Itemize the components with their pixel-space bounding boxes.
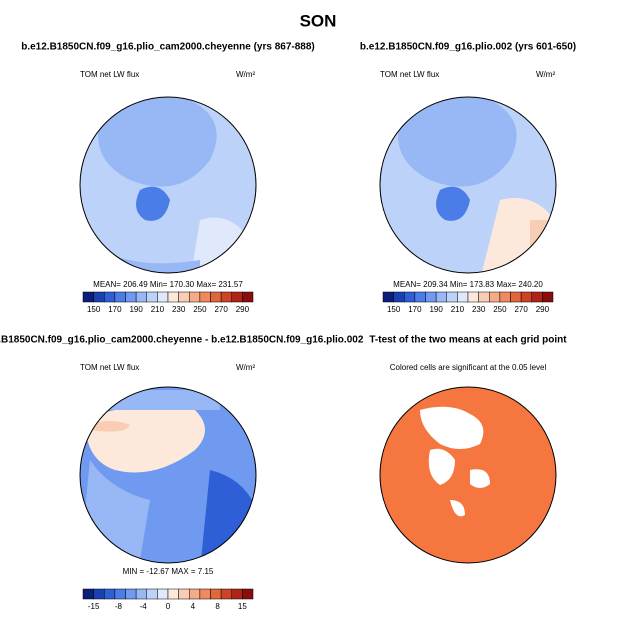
colorbar-cell: [242, 588, 254, 600]
colorbar-cell: [425, 291, 437, 303]
colorbar-tick-label: 170: [108, 305, 122, 314]
colorbar-tick-label: -4: [140, 602, 148, 611]
colorbar-cell: [414, 291, 426, 303]
panel-title: b.e12.B1850CN.f09_g16.plio_cam2000.cheye…: [21, 42, 315, 53]
field-label: Colored cells are significant at the 0.0…: [390, 363, 547, 372]
colorbar-cell: [178, 291, 190, 303]
colorbar-tick-label: 190: [429, 305, 443, 314]
colorbar-cell: [242, 291, 254, 303]
colorbar-cell: [82, 291, 94, 303]
colorbar-cell: [146, 291, 158, 303]
colorbar-cell: [199, 291, 211, 303]
colorbar-cell: [199, 588, 211, 600]
colorbar-cell: [189, 588, 201, 600]
colorbar-cell: [231, 588, 243, 600]
colorbar-cell: [157, 291, 169, 303]
colorbar-cell: [167, 588, 179, 600]
colorbar-cell: [220, 588, 232, 600]
colorbar-tick-label: 210: [451, 305, 465, 314]
colorbar-tick-label: 250: [193, 305, 207, 314]
colorbar-tick-label: 250: [493, 305, 507, 314]
colorbar-cell: [210, 588, 222, 600]
map: [380, 387, 556, 563]
colorbar-tick-label: 8: [215, 602, 220, 611]
colorbar-cell: [404, 291, 416, 303]
stats: MEAN= 206.49 Min= 170.30 Max= 231.57: [93, 280, 243, 289]
colorbar-cell: [520, 291, 532, 303]
colorbar-cell: [499, 291, 511, 303]
colorbar-tick-label: 230: [472, 305, 486, 314]
colorbar-cell: [220, 291, 232, 303]
field-label: TOM net LW flux: [380, 70, 439, 79]
colorbar-tick-label: 150: [87, 305, 101, 314]
colorbar-cell: [167, 291, 179, 303]
colorbar-cell: [467, 291, 479, 303]
colorbar-cell: [104, 588, 116, 600]
panel-title: T-test of the two means at each grid poi…: [369, 335, 567, 346]
colorbar-cell: [457, 291, 469, 303]
colorbar-cell: [489, 291, 501, 303]
colorbar-tick-label: -8: [115, 602, 123, 611]
colorbar-cell: [93, 291, 105, 303]
colorbar-cell: [146, 588, 158, 600]
figure-title: SON: [300, 11, 337, 30]
colorbar-cell: [382, 291, 394, 303]
colorbar-tick-label: 230: [172, 305, 186, 314]
map: [80, 97, 256, 273]
field-label: TOM net LW flux: [80, 363, 139, 372]
colorbar-cell: [210, 291, 222, 303]
colorbar-cell: [393, 291, 405, 303]
colorbar-cell: [157, 588, 169, 600]
colorbar-cell: [189, 291, 201, 303]
colorbar-cell: [93, 588, 105, 600]
colorbar-cell: [510, 291, 522, 303]
colorbar-cell: [231, 291, 243, 303]
colorbar-cell: [104, 291, 116, 303]
colorbar-tick-label: 270: [514, 305, 528, 314]
colorbar-tick-label: 190: [129, 305, 143, 314]
colorbar-cell: [125, 588, 137, 600]
panel-title: b.e12.B1850CN.f09_g16.plio_cam2000.cheye…: [0, 335, 364, 346]
colorbar-cell: [178, 588, 190, 600]
colorbar-tick-label: 150: [387, 305, 401, 314]
colorbar-cell: [82, 588, 94, 600]
colorbar-tick-label: -15: [88, 602, 100, 611]
colorbar-tick-label: 290: [536, 305, 550, 314]
colorbar-cell: [114, 291, 126, 303]
field-label: TOM net LW flux: [80, 70, 139, 79]
units: W/m²: [236, 363, 255, 372]
colorbar-cell: [135, 291, 147, 303]
colorbar-cell: [114, 588, 126, 600]
colorbar-cell: [542, 291, 554, 303]
panel-title: b.e12.B1850CN.f09_g16.plio.002 (yrs 601-…: [360, 42, 576, 53]
colorbar-cell: [435, 291, 447, 303]
colorbar-cell: [125, 291, 137, 303]
units: W/m²: [536, 70, 555, 79]
units: W/m²: [236, 70, 255, 79]
colorbar-tick-label: 290: [236, 305, 250, 314]
colorbar-tick-label: 170: [408, 305, 422, 314]
colorbar-tick-label: 270: [214, 305, 228, 314]
colorbar-tick-label: 15: [238, 602, 247, 611]
colorbar-tick-label: 4: [191, 602, 196, 611]
stats: MEAN= 209.34 Min= 173.83 Max= 240.20: [393, 280, 543, 289]
map: [80, 387, 256, 563]
stats: MIN = -12.67 MAX = 7.15: [123, 567, 214, 576]
colorbar-cell: [135, 588, 147, 600]
colorbar-cell: [446, 291, 458, 303]
colorbar-tick-label: 0: [166, 602, 171, 611]
colorbar-cell: [531, 291, 543, 303]
colorbar-cell: [478, 291, 490, 303]
colorbar-tick-label: 210: [151, 305, 165, 314]
